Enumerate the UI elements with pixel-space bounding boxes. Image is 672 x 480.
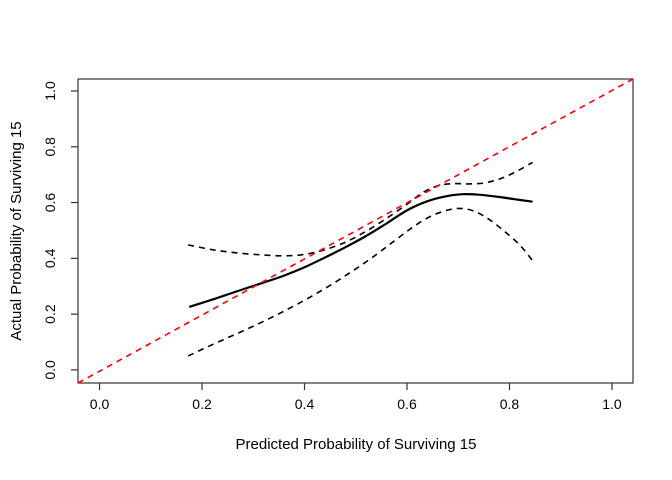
- ideal-line: [77, 78, 634, 384]
- y-tick-label: 1.0: [42, 81, 58, 101]
- x-tick-label: 0.0: [90, 396, 110, 412]
- y-tick-label: 0.6: [42, 193, 58, 213]
- y-tick-label: 0.8: [42, 137, 58, 157]
- calibration-curve: [188, 193, 533, 308]
- plot-box: [77, 78, 634, 384]
- y-tick-label: 0.4: [42, 248, 58, 268]
- upper-confidence-band: [188, 161, 533, 257]
- data-series: [77, 78, 634, 384]
- y-axis-title: Actual Probability of Surviving 15: [8, 121, 25, 340]
- x-axis-title: Predicted Probability of Surviving 15: [236, 436, 477, 453]
- x-tick-label: 0.4: [295, 396, 315, 412]
- x-tick-label: 0.8: [500, 396, 520, 412]
- x-tick-label: 0.6: [397, 396, 417, 412]
- x-tick-label: 0.2: [192, 396, 212, 412]
- y-tick-label: 0.0: [42, 360, 58, 380]
- x-tick-label: 1.0: [602, 396, 622, 412]
- axes: 0.0 0.2 0.4 0.6 0.8 1.0 0.0 0.2 0.4 0.6 0.8 1.0: [42, 78, 634, 412]
- lower-confidence-band: [187, 207, 534, 357]
- y-tick-label: 0.2: [42, 304, 58, 324]
